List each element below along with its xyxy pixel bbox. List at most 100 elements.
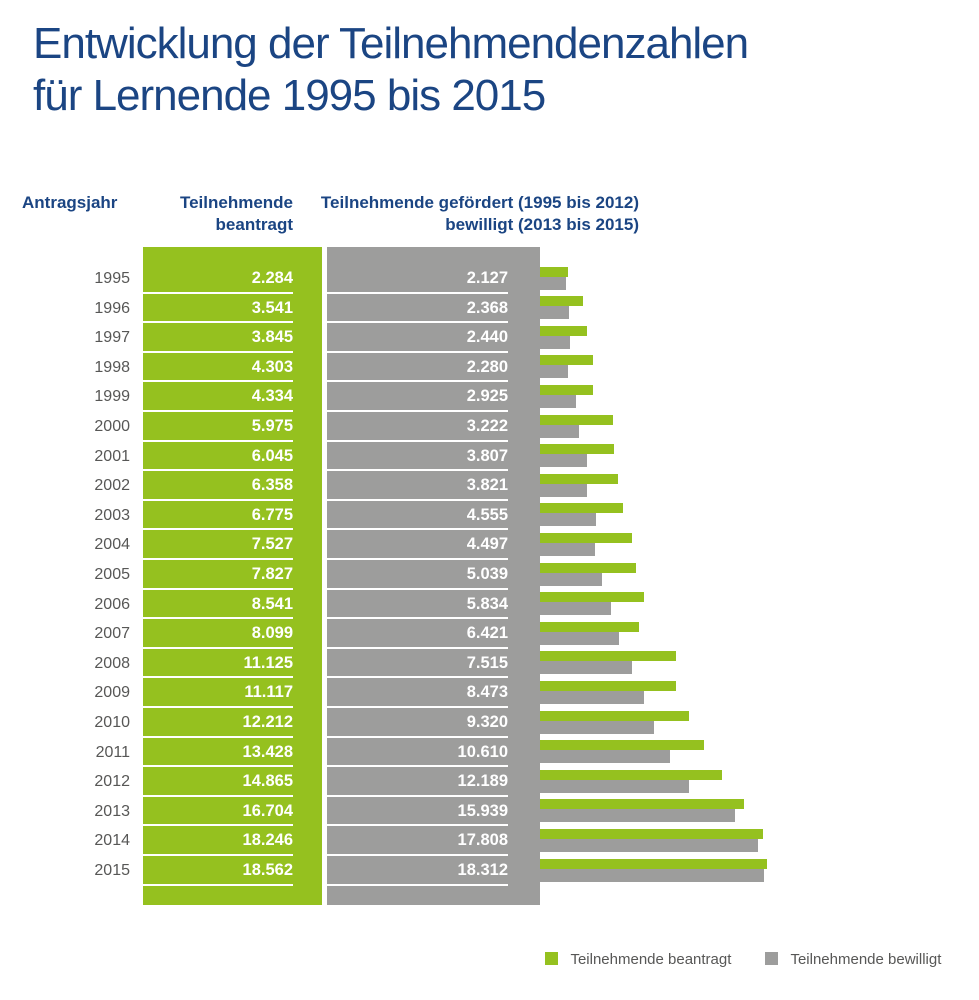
row-value-bewilligt: 10.610: [457, 742, 508, 761]
row-separator-gray: [327, 735, 508, 738]
legend-swatch-gray-icon: [765, 952, 778, 966]
row-separator-gray: [327, 617, 508, 620]
row-separator-green: [143, 557, 293, 560]
row-value-beantragt: 18.562: [242, 861, 293, 879]
row-separator-green: [143, 498, 293, 501]
row-value-bewilligt: 2.440: [466, 328, 508, 347]
table-row: 2015 18.562 18.312: [0, 856, 979, 886]
row-year-label: 1996: [94, 299, 130, 317]
table-row: 1995 2.284 2.127: [0, 264, 979, 294]
row-value-beantragt: 7.527: [251, 535, 293, 554]
bar-bewilligt: [540, 779, 689, 793]
table-row: 2009 11.117 8.473: [0, 678, 979, 708]
row-value-bewilligt: 3.222: [466, 417, 508, 435]
row-separator-green: [143, 735, 293, 738]
bar-bewilligt: [540, 483, 587, 497]
row-value-bewilligt: 2.925: [466, 387, 508, 406]
row-separator-gray: [327, 321, 508, 324]
column-header-beantragt: Teilnehmende beantragt: [143, 192, 293, 236]
bar-bewilligt: [540, 868, 764, 882]
row-value-bewilligt: 5.834: [466, 594, 508, 613]
bar-beantragt: [540, 651, 676, 662]
row-value-bewilligt: 3.807: [466, 446, 508, 465]
bar-beantragt: [540, 444, 614, 455]
row-separator-gray: [327, 557, 508, 560]
bar-bewilligt: [540, 276, 566, 290]
row-separator-gray: [327, 705, 508, 708]
row-separator-gray: [327, 350, 508, 353]
row-value-beantragt: 11.125: [243, 653, 293, 672]
row-separator-green: [143, 587, 293, 590]
row-value-bewilligt: 2.127: [466, 269, 508, 287]
row-year-label: 2000: [94, 418, 130, 435]
row-value-beantragt: 6.045: [251, 446, 293, 465]
row-year-label: 2004: [94, 536, 130, 554]
table-row: 2002 6.358 3.821: [0, 471, 979, 501]
row-separator-gray: [327, 439, 508, 442]
bar-bewilligt: [540, 394, 576, 408]
bar-beantragt: [540, 621, 639, 632]
row-separator-gray: [327, 853, 508, 856]
row-value-beantragt: 8.541: [251, 594, 293, 613]
row-value-bewilligt: 17.808: [457, 831, 508, 850]
row-year-label: 2012: [94, 773, 130, 791]
row-value-beantragt: 18.246: [242, 831, 293, 850]
row-value-beantragt: 6.775: [251, 505, 293, 524]
row-separator-gray: [327, 883, 508, 886]
row-year-label: 2002: [94, 477, 130, 495]
bar-beantragt: [540, 325, 587, 336]
row-year-label: 1997: [94, 329, 130, 347]
row-separator-gray: [327, 765, 508, 768]
row-separator-green: [143, 617, 293, 620]
row-value-beantragt: 13.428: [242, 742, 293, 761]
row-value-bewilligt: 12.189: [457, 772, 508, 791]
bar-beantragt: [540, 562, 636, 573]
row-value-bewilligt: 5.039: [466, 565, 508, 583]
row-value-bewilligt: 4.555: [466, 505, 508, 524]
row-value-beantragt: 2.284: [251, 269, 293, 287]
bar-bewilligt: [540, 602, 611, 616]
row-value-bewilligt: 2.280: [466, 357, 508, 376]
table-row: 2008 11.125 7.515: [0, 649, 979, 679]
bar-bewilligt: [540, 365, 568, 379]
row-separator-green: [143, 528, 293, 531]
row-value-bewilligt: 8.473: [466, 683, 508, 702]
table-row: 2007 8.099 6.421: [0, 619, 979, 649]
row-year-label: 2014: [94, 832, 130, 850]
row-separator-green: [143, 765, 293, 768]
row-separator-green: [143, 705, 293, 708]
row-year-label: 1999: [94, 388, 130, 406]
bar-beantragt: [540, 384, 593, 395]
row-value-beantragt: 5.975: [251, 417, 293, 435]
bar-beantragt: [540, 414, 613, 425]
row-year-label: 2013: [94, 802, 130, 820]
bar-beantragt: [540, 355, 593, 366]
table-row: 2014 18.246 17.808: [0, 826, 979, 856]
page-title: Entwicklung der Teilnehmendenzahlen für …: [33, 18, 749, 122]
row-value-beantragt: 3.541: [251, 298, 293, 317]
bar-bewilligt: [540, 542, 595, 556]
page-title-line1: Entwicklung der Teilnehmendenzahlen: [33, 19, 749, 68]
legend-item-bewilligt: Teilnehmende bewilligt: [765, 951, 941, 968]
row-value-bewilligt: 9.320: [466, 713, 508, 731]
row-value-beantragt: 6.358: [251, 476, 293, 495]
legend-item-beantragt: Teilnehmende beantragt: [545, 951, 731, 968]
bar-bewilligt: [540, 809, 735, 823]
bar-beantragt: [540, 799, 744, 810]
table-row: 2000 5.975 3.222: [0, 412, 979, 442]
bar-bewilligt: [540, 838, 758, 852]
row-year-label: 2006: [94, 595, 130, 613]
table-row: 2010 12.212 9.320: [0, 708, 979, 738]
row-value-bewilligt: 3.821: [466, 476, 508, 495]
row-year-label: 2010: [94, 714, 130, 731]
row-separator-green: [143, 291, 293, 294]
column-header-gefoerdert: Teilnehmende gefördert (1995 bis 2012) b…: [280, 192, 639, 236]
row-value-beantragt: 8.099: [251, 624, 293, 643]
row-year-label: 2001: [94, 447, 130, 465]
bar-beantragt: [540, 710, 689, 721]
row-separator-green: [143, 853, 293, 856]
bar-beantragt: [540, 266, 568, 277]
row-value-bewilligt: 2.368: [466, 298, 508, 317]
row-separator-gray: [327, 794, 508, 797]
